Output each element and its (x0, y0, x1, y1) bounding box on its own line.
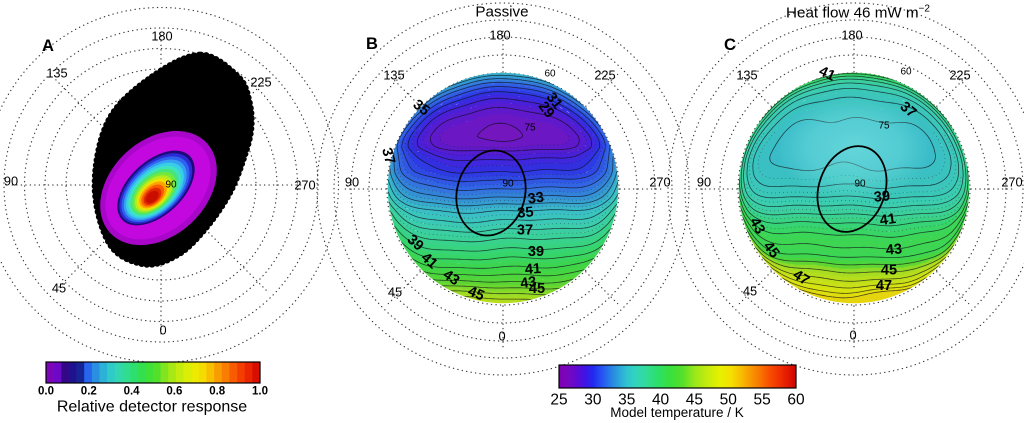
svg-text:Heat flow 46 mW m−2: Heat flow 46 mW m−2 (786, 3, 930, 22)
svg-text:90: 90 (697, 175, 711, 190)
svg-text:0.6: 0.6 (166, 386, 182, 398)
svg-text:A: A (42, 37, 54, 55)
svg-text:43: 43 (519, 274, 537, 292)
svg-text:270: 270 (1001, 175, 1022, 190)
svg-text:135: 135 (383, 68, 404, 83)
svg-text:37: 37 (378, 146, 398, 166)
svg-text:90: 90 (165, 180, 177, 191)
svg-text:29: 29 (535, 99, 558, 122)
svg-text:0.4: 0.4 (124, 386, 141, 398)
svg-text:50: 50 (720, 392, 738, 409)
svg-text:135: 135 (46, 66, 67, 81)
svg-text:270: 270 (649, 175, 670, 190)
svg-text:135: 135 (736, 68, 757, 83)
svg-text:33: 33 (527, 189, 545, 207)
svg-text:60: 60 (544, 69, 556, 80)
svg-text:35: 35 (618, 392, 635, 409)
svg-text:Relative detector response: Relative detector response (57, 399, 247, 416)
svg-text:75: 75 (184, 125, 196, 136)
svg-text:47: 47 (876, 278, 892, 294)
svg-text:40: 40 (652, 392, 670, 409)
svg-text:180: 180 (151, 29, 172, 44)
svg-text:45: 45 (529, 281, 545, 297)
svg-text:25: 25 (550, 392, 567, 409)
svg-text:1.0: 1.0 (252, 386, 268, 398)
svg-text:35: 35 (517, 204, 534, 221)
svg-text:55: 55 (754, 392, 771, 409)
svg-text:0.8: 0.8 (209, 386, 226, 398)
svg-text:0: 0 (159, 323, 166, 338)
svg-text:45: 45 (686, 392, 703, 409)
svg-text:C: C (724, 36, 736, 54)
svg-text:75: 75 (524, 123, 536, 134)
svg-text:90: 90 (345, 175, 359, 190)
svg-text:180: 180 (841, 28, 862, 43)
svg-text:90: 90 (502, 179, 514, 190)
svg-text:225: 225 (949, 68, 970, 83)
svg-text:43: 43 (885, 241, 902, 258)
svg-text:0.0: 0.0 (38, 386, 54, 398)
svg-text:39: 39 (873, 188, 890, 205)
svg-text:90: 90 (854, 179, 866, 190)
svg-text:39: 39 (528, 244, 544, 260)
svg-text:225: 225 (250, 75, 271, 90)
svg-text:0.2: 0.2 (81, 386, 97, 398)
svg-text:60: 60 (900, 67, 912, 78)
svg-text:31: 31 (543, 90, 566, 113)
svg-text:37: 37 (517, 223, 533, 239)
svg-text:225: 225 (594, 68, 615, 83)
svg-text:35: 35 (410, 97, 433, 120)
svg-text:Model temperature / K: Model temperature / K (610, 405, 744, 420)
svg-text:41: 41 (524, 261, 541, 278)
svg-text:180: 180 (489, 28, 510, 43)
svg-text:30: 30 (584, 392, 602, 409)
svg-text:45: 45 (466, 284, 487, 305)
svg-text:90: 90 (4, 174, 18, 189)
svg-text:43: 43 (440, 267, 462, 289)
svg-text:Passive: Passive (475, 4, 528, 21)
svg-text:45: 45 (743, 284, 757, 299)
svg-text:60: 60 (787, 392, 805, 409)
svg-text:45: 45 (52, 281, 66, 296)
svg-text:45: 45 (881, 263, 897, 279)
svg-text:43: 43 (746, 215, 768, 237)
svg-text:41: 41 (879, 211, 897, 229)
svg-text:37: 37 (897, 99, 920, 122)
svg-text:0: 0 (849, 328, 856, 343)
svg-text:B: B (366, 35, 378, 53)
svg-text:75: 75 (878, 121, 890, 132)
svg-text:47: 47 (790, 267, 812, 289)
svg-text:270: 270 (294, 178, 315, 193)
svg-text:45: 45 (388, 285, 402, 300)
svg-text:41: 41 (816, 63, 837, 84)
svg-text:0: 0 (498, 329, 505, 344)
svg-text:45: 45 (760, 239, 783, 262)
